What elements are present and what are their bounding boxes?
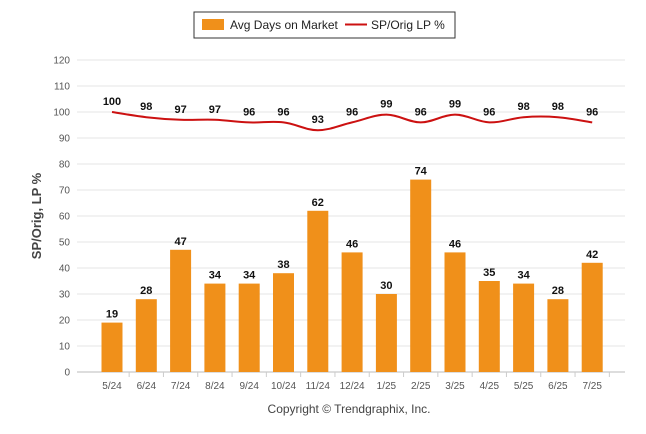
x-tick-label: 6/24 bbox=[137, 381, 157, 392]
x-tick-label: 1/25 bbox=[377, 381, 397, 392]
y-tick-label: 70 bbox=[59, 186, 71, 197]
bar-data-label: 28 bbox=[552, 285, 564, 297]
bar bbox=[513, 283, 535, 372]
y-tick-label: 90 bbox=[59, 134, 71, 145]
bar bbox=[478, 281, 500, 372]
x-axis-ticks: 5/24 6/24 7/24 8/24 9/24 10/24 11/24 12/24 1/25 2… bbox=[102, 372, 610, 392]
x-tick-label: 9/24 bbox=[239, 381, 259, 392]
y-tick-label: 30 bbox=[59, 290, 71, 301]
line-data-label: 100 bbox=[103, 96, 121, 108]
line-data-label: 97 bbox=[209, 104, 221, 116]
line-data-label: 99 bbox=[380, 99, 392, 111]
x-tick-label: 8/24 bbox=[205, 381, 225, 392]
legend-bar-swatch bbox=[202, 19, 224, 30]
bar-data-label: 46 bbox=[449, 238, 461, 250]
bar bbox=[307, 210, 329, 372]
line-series: 100 98 97 97 96 96 93 96 99 96 99 96 98 98 96 bbox=[103, 96, 598, 132]
line-data-label: 96 bbox=[586, 106, 598, 118]
y-tick-label: 10 bbox=[59, 342, 71, 353]
y-tick-label: 40 bbox=[59, 264, 71, 275]
line-data-label: 96 bbox=[346, 106, 358, 118]
y-tick-label: 0 bbox=[64, 368, 70, 379]
y-tick-label: 60 bbox=[59, 212, 71, 223]
bar bbox=[444, 252, 466, 372]
bar bbox=[135, 299, 157, 372]
y-tick-label: 110 bbox=[54, 82, 70, 93]
bar-data-label: 74 bbox=[415, 166, 428, 178]
legend: Avg Days on Market SP/Orig LP % bbox=[193, 11, 456, 39]
bar-series: 19 28 47 34 34 38 62 46 30 74 46 35 34 28 42 bbox=[101, 166, 603, 372]
legend-box bbox=[193, 11, 456, 39]
bar-data-label: 34 bbox=[517, 270, 530, 282]
y-tick-label: 20 bbox=[59, 316, 71, 327]
x-tick-label: 5/24 bbox=[102, 381, 122, 392]
bar bbox=[375, 294, 397, 372]
y-tick-label: 80 bbox=[59, 160, 71, 171]
y-axis-label: SP/Orig, LP % bbox=[29, 172, 44, 259]
x-tick-label: 7/25 bbox=[582, 381, 602, 392]
line-data-label: 96 bbox=[483, 106, 495, 118]
x-tick-label: 10/24 bbox=[271, 381, 296, 392]
legend-line-label: SP/Orig LP % bbox=[371, 18, 445, 32]
bar-data-label: 38 bbox=[277, 259, 289, 271]
x-tick-label: 7/24 bbox=[171, 381, 191, 392]
bar bbox=[581, 262, 603, 372]
bar-data-label: 34 bbox=[243, 270, 256, 282]
x-tick-label: 4/25 bbox=[480, 381, 500, 392]
bar bbox=[341, 252, 363, 372]
y-tick-label: 100 bbox=[53, 108, 70, 119]
copyright-text: Copyright © Trendgraphix, Inc. bbox=[268, 402, 431, 416]
line-data-label: 96 bbox=[277, 106, 289, 118]
line-path bbox=[111, 111, 593, 132]
line-data-label: 97 bbox=[174, 104, 186, 116]
line-data-label: 98 bbox=[140, 101, 152, 113]
line-data-label: 98 bbox=[517, 101, 529, 113]
x-tick-label: 3/25 bbox=[445, 381, 465, 392]
bar-data-label: 62 bbox=[312, 197, 324, 209]
line-data-label: 93 bbox=[312, 114, 324, 126]
y-axis-ticks: 0 10 20 30 40 50 60 70 80 90 100 110 120 bbox=[53, 56, 70, 379]
line-data-label: 99 bbox=[449, 99, 461, 111]
x-tick-label: 5/25 bbox=[514, 381, 534, 392]
bar bbox=[547, 299, 569, 372]
y-tick-label: 120 bbox=[53, 56, 70, 67]
bar-data-label: 34 bbox=[209, 270, 222, 282]
bar-data-label: 47 bbox=[174, 236, 186, 248]
bar bbox=[238, 283, 260, 372]
x-tick-label: 6/25 bbox=[548, 381, 568, 392]
bar-data-label: 35 bbox=[483, 267, 495, 279]
y-tick-label: 50 bbox=[59, 238, 71, 249]
bar bbox=[101, 322, 123, 372]
x-tick-label: 2/25 bbox=[411, 381, 431, 392]
x-tick-label: 12/24 bbox=[340, 381, 365, 392]
bar bbox=[410, 179, 432, 372]
line-data-label: 96 bbox=[243, 106, 255, 118]
bar-data-label: 46 bbox=[346, 238, 358, 250]
bar bbox=[273, 273, 294, 372]
bar-data-label: 42 bbox=[586, 249, 598, 261]
bar-data-label: 28 bbox=[140, 285, 152, 297]
legend-bar-label: Avg Days on Market bbox=[230, 18, 338, 32]
bar bbox=[204, 283, 226, 372]
x-tick-label: 11/24 bbox=[306, 381, 331, 392]
line-data-label: 98 bbox=[552, 101, 564, 113]
bar-data-label: 19 bbox=[106, 309, 118, 321]
line-data-label: 96 bbox=[415, 106, 427, 118]
bar-data-label: 30 bbox=[380, 280, 392, 292]
bar bbox=[170, 249, 192, 372]
